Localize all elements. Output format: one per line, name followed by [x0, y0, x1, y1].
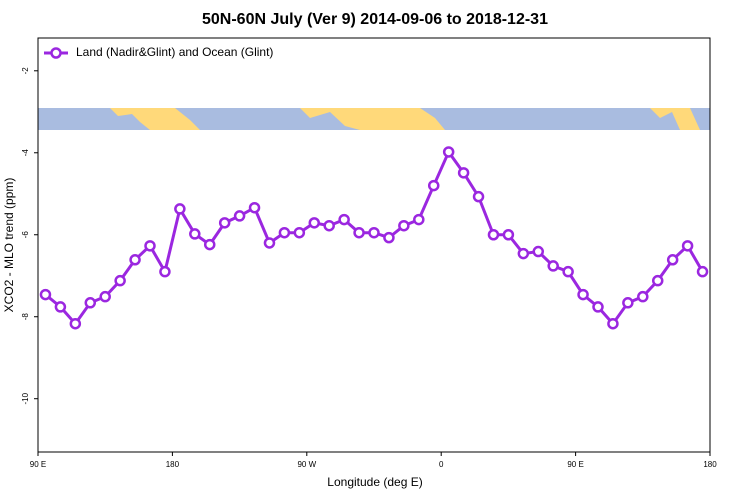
- data-point: [353, 226, 365, 239]
- data-point: [577, 288, 589, 301]
- data-point: [248, 201, 261, 214]
- data-point: [368, 226, 380, 239]
- data-point: [54, 301, 67, 313]
- data-point: [308, 217, 321, 229]
- data-point: [383, 231, 395, 244]
- legend-label: Land (Nadir&Glint) and Ocean (Glint): [76, 45, 273, 59]
- data-point: [129, 254, 141, 266]
- data-point: [263, 237, 276, 249]
- data-point: [278, 226, 291, 239]
- x-axis-label: Longitude (deg E): [327, 475, 422, 489]
- data-point: [532, 245, 545, 258]
- data-point: [562, 265, 574, 278]
- data-point: [442, 146, 455, 158]
- y-tick-label: -10: [21, 392, 30, 404]
- data-point: [427, 179, 440, 192]
- data-point: [517, 247, 530, 260]
- x-tick-label: 180: [703, 460, 717, 469]
- data-point: [681, 240, 694, 252]
- y-tick-label: -2: [21, 67, 30, 75]
- data-point: [39, 288, 52, 301]
- data-point: [174, 203, 186, 215]
- y-axis-label: XCO2 - MLO trend (ppm): [2, 178, 16, 313]
- data-point: [457, 167, 470, 179]
- data-point: [203, 238, 216, 251]
- legend-marker: [50, 47, 62, 59]
- data-point: [487, 229, 500, 241]
- map-band: [38, 108, 710, 130]
- data-point: [189, 228, 201, 240]
- data-point: [651, 274, 664, 287]
- x-tick-label: 90 E: [567, 460, 583, 469]
- x-tick-label: 90 E: [30, 460, 46, 469]
- data-point: [398, 219, 410, 232]
- y-tick-label: -6: [21, 231, 30, 239]
- data-point: [338, 213, 350, 226]
- y-tick-label: -4: [21, 149, 30, 157]
- data-point: [696, 265, 709, 278]
- data-point: [233, 210, 246, 222]
- data-point: [472, 190, 485, 203]
- data-point: [144, 240, 156, 252]
- data-point: [502, 229, 515, 241]
- chart-title: 50N-60N July (Ver 9) 2014-09-06 to 2018-…: [202, 11, 548, 28]
- data-point: [293, 226, 306, 239]
- data-point: [637, 290, 649, 303]
- data-point: [413, 213, 425, 226]
- data-point: [114, 274, 126, 287]
- data-point: [69, 317, 82, 330]
- plot-frame: [37, 37, 711, 453]
- data-point: [607, 317, 619, 330]
- x-tick-label: 90 W: [297, 460, 316, 469]
- data-point: [323, 219, 335, 232]
- data-point: [622, 297, 634, 309]
- data-point: [218, 217, 231, 229]
- data-point: [99, 290, 111, 303]
- data-point: [84, 297, 97, 309]
- data-point: [159, 265, 171, 278]
- x-tick-label: 180: [166, 460, 180, 469]
- data-point: [547, 260, 559, 272]
- data-point: [666, 254, 679, 266]
- x-tick-label: 0: [439, 460, 444, 469]
- data-point: [592, 301, 604, 313]
- y-tick-label: -8: [21, 313, 30, 321]
